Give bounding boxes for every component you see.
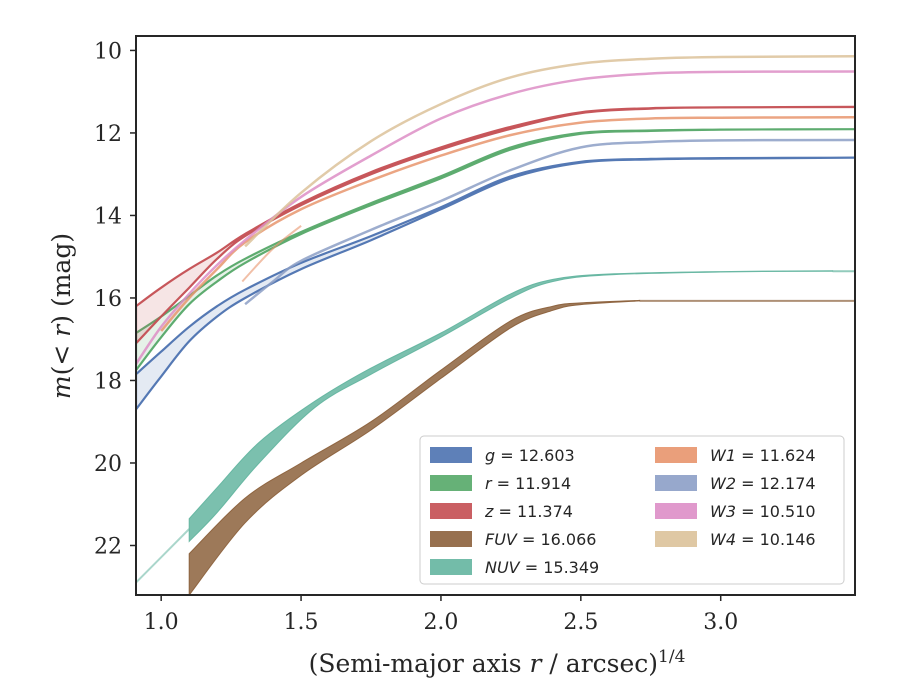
legend-label-W1: W1 = 11.624 <box>710 446 816 465</box>
series-g-band <box>136 156 855 412</box>
series-NUV-lead <box>136 528 190 584</box>
legend-label-FUV: FUV = 16.066 <box>485 530 596 549</box>
legend-swatch-W1 <box>655 447 697 463</box>
x-axis-label: (Semi-major axis r / arcsec)1/4 <box>309 647 686 678</box>
legend-label-W3: W3 = 10.510 <box>710 502 816 521</box>
y-axis-label: m(< r) (mag) <box>47 233 76 399</box>
y-tick-label: 16 <box>94 287 122 312</box>
legend-label-W4: W4 = 10.146 <box>710 530 816 549</box>
x-tick-label: 1.0 <box>144 610 179 635</box>
y-axis-ticks: 10 12 14 16 18 20 22 <box>94 39 136 559</box>
legend-label-g: g = 12.603 <box>485 446 575 465</box>
x-tick-label: 3.0 <box>703 610 738 635</box>
series-NUV-band <box>188 270 834 543</box>
legend-item-W2: W2 = 12.174 <box>655 474 816 493</box>
y-tick-label: 10 <box>94 39 122 64</box>
legend-item-W1: W1 = 11.624 <box>655 446 816 465</box>
y-tick-label: 12 <box>94 122 122 147</box>
x-tick-label: 1.5 <box>284 610 319 635</box>
y-tick-label: 18 <box>94 369 122 394</box>
series-W1-extra <box>241 225 302 283</box>
legend-item-NUV: NUV = 15.349 <box>430 558 599 577</box>
legend-item-W3: W3 = 10.510 <box>655 502 816 521</box>
legend-label-r: r = 11.914 <box>485 474 571 493</box>
legend-label-z: z = 11.374 <box>484 502 573 521</box>
x-axis-ticks: 1.0 1.5 2.0 2.5 3.0 <box>144 595 738 635</box>
series-W4-line <box>244 54 855 248</box>
x-tick-label: 2.5 <box>563 610 598 635</box>
legend-frame <box>419 435 845 585</box>
y-tick-label: 14 <box>94 204 122 229</box>
legend-swatch-g <box>430 447 472 463</box>
legend-swatch-r <box>430 475 472 491</box>
legend-label-NUV: NUV = 15.349 <box>485 558 599 577</box>
legend-swatch-W3 <box>655 503 697 519</box>
plot-frame <box>135 35 856 596</box>
legend-label-W2: W2 = 12.174 <box>710 474 816 493</box>
series-W3-line <box>136 70 855 365</box>
legend-swatch-W4 <box>655 531 697 547</box>
legend-item-FUV: FUV = 16.066 <box>430 530 596 549</box>
legend-swatch-z <box>430 503 472 519</box>
legend-item-r: r = 11.914 <box>430 474 571 493</box>
series-W2-line <box>244 138 855 306</box>
series-FUV-band <box>188 299 641 595</box>
legend-item-W4: W4 = 10.146 <box>655 530 816 549</box>
legend-swatch-FUV <box>430 531 472 547</box>
legend-swatch-W2 <box>655 475 697 491</box>
series-W1-line <box>160 116 855 332</box>
legend: g = 12.603 r = 11.914 z = 11.374 FUV = 16.0… <box>419 435 845 585</box>
legend-item-z: z = 11.374 <box>430 502 573 521</box>
series-z-band <box>136 105 855 345</box>
y-tick-label: 20 <box>94 452 122 477</box>
legend-item-g: g = 12.603 <box>430 446 575 465</box>
series-layer <box>136 54 855 595</box>
legend-swatch-NUV <box>430 559 472 575</box>
y-tick-label: 22 <box>94 534 122 559</box>
x-tick-label: 2.0 <box>423 610 458 635</box>
